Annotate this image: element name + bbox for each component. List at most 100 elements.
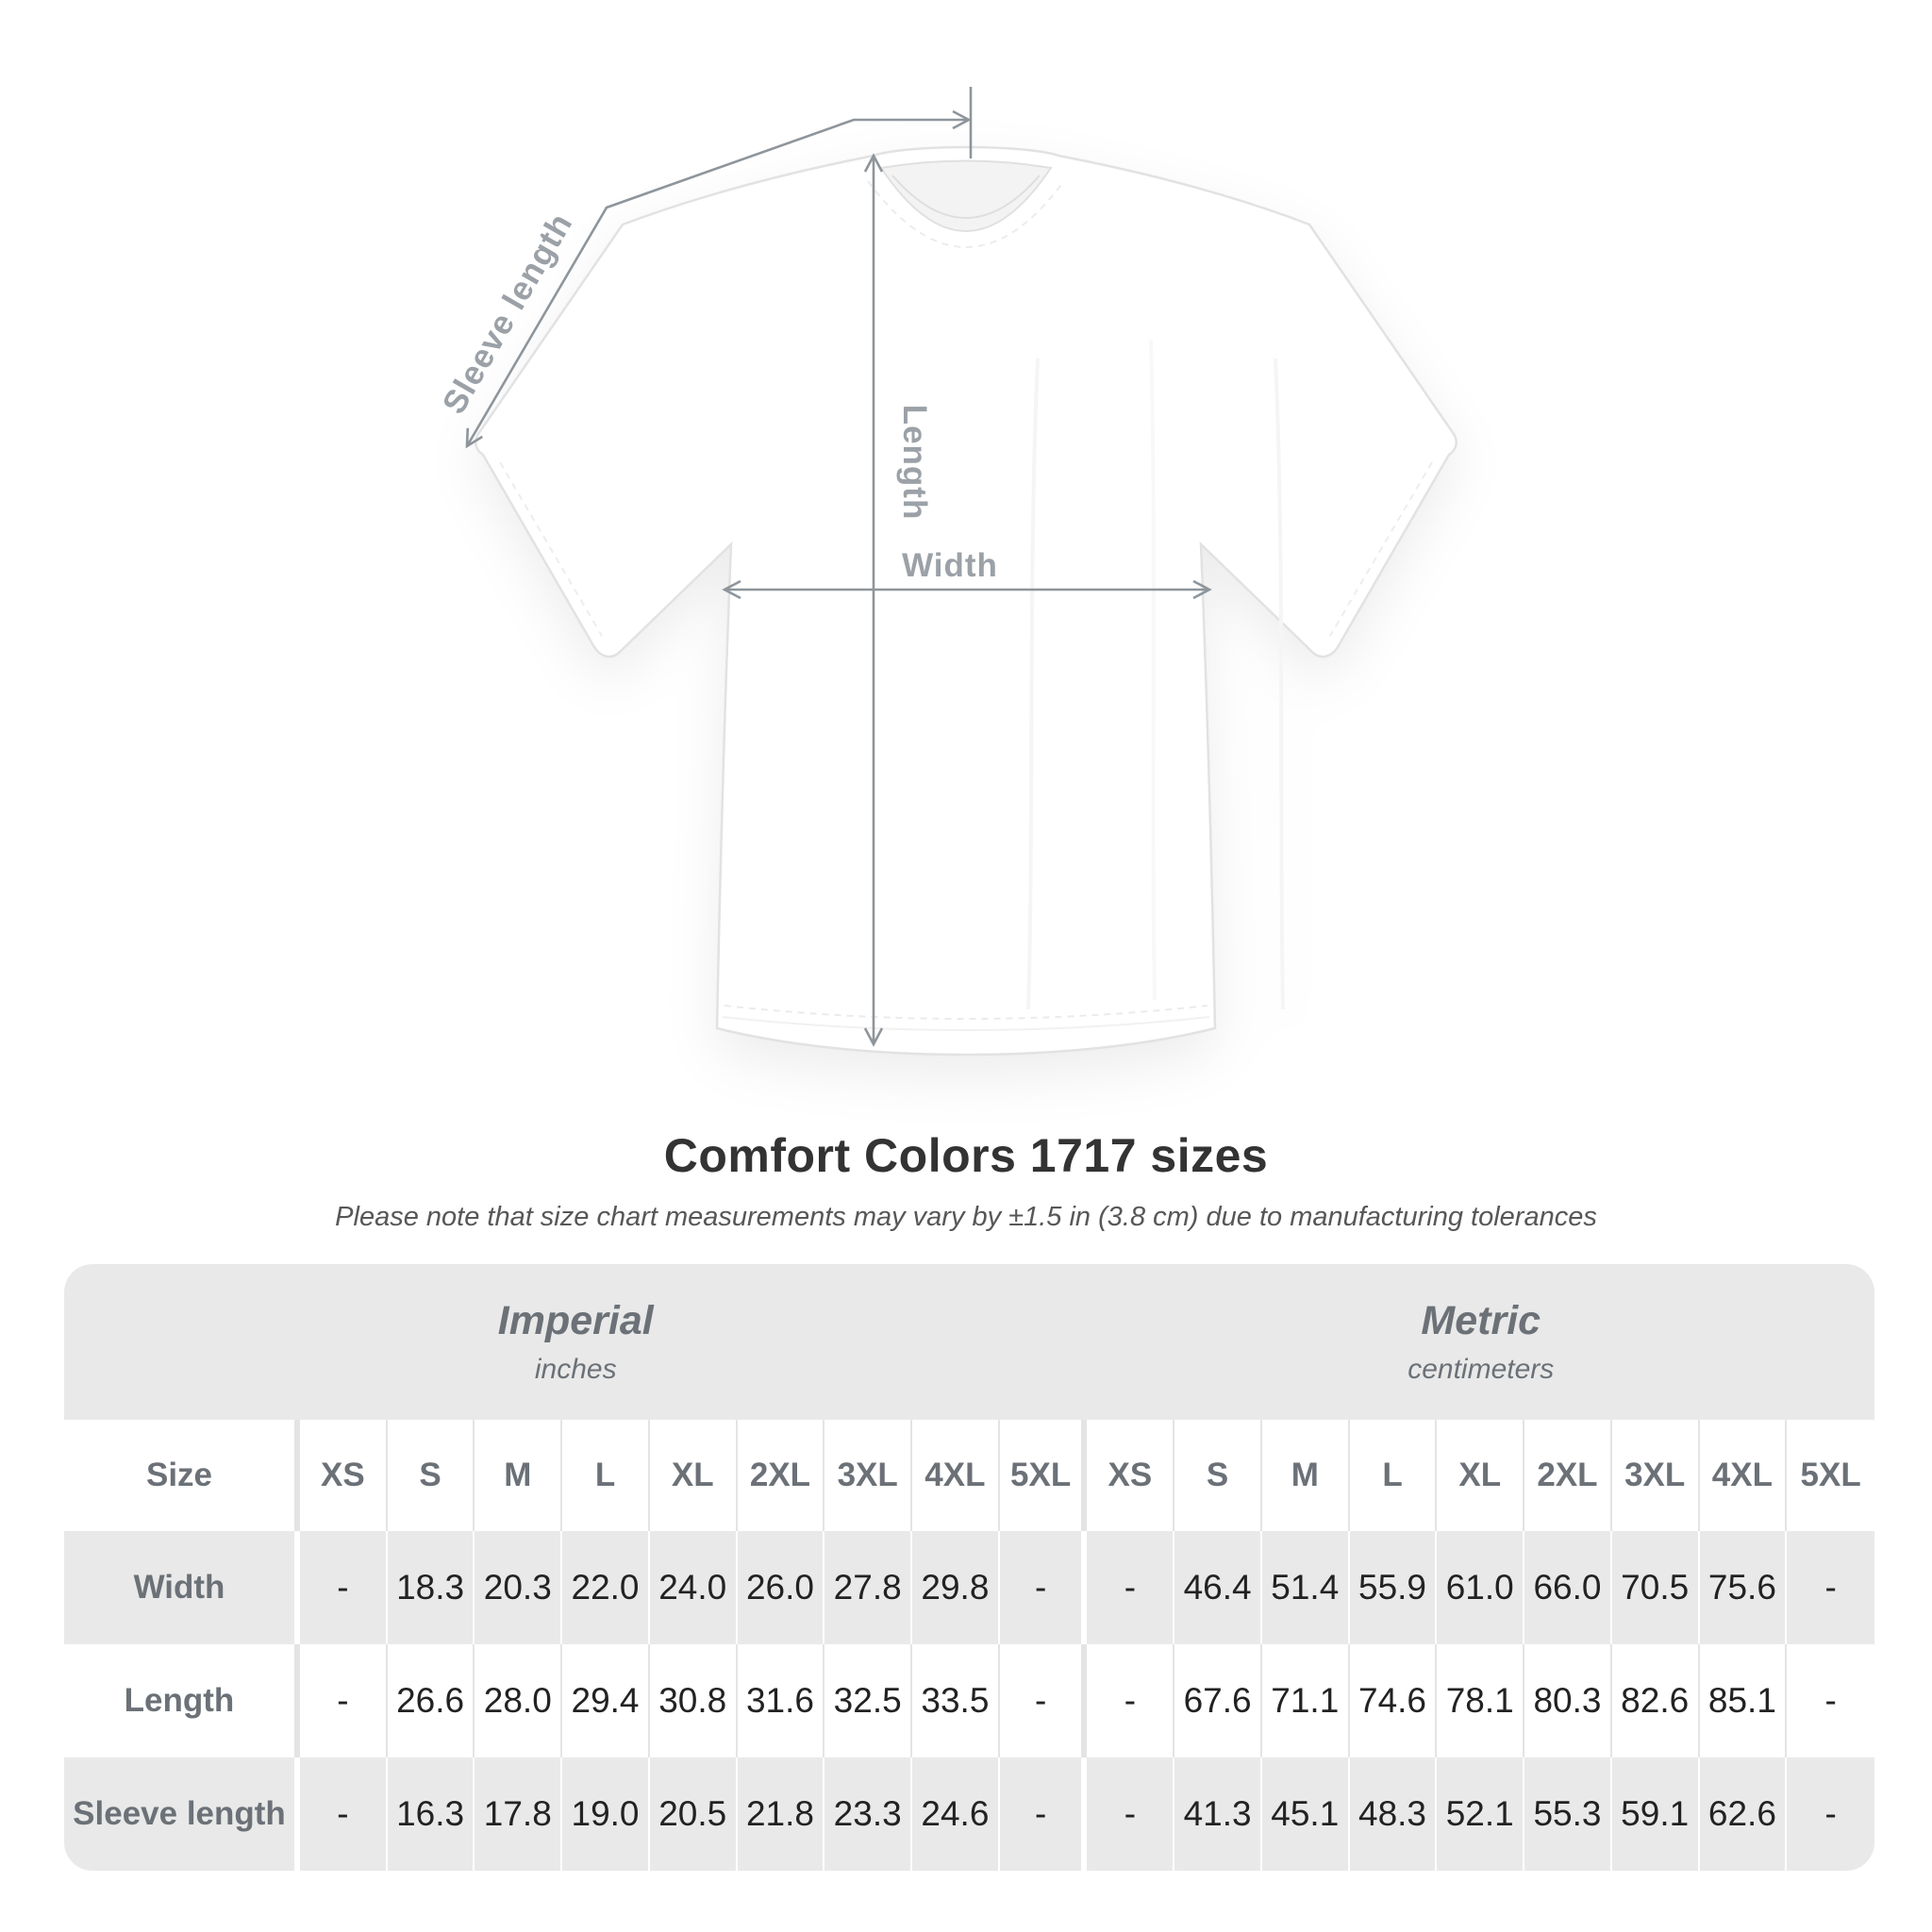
row-label: Sleeve length [64,1757,300,1871]
tshirt-hem-stitch [724,1005,1208,1020]
table-cell: 61.0 [1437,1531,1525,1644]
table-cell: 31.6 [738,1644,825,1757]
table-cell: 52.1 [1437,1757,1525,1871]
table-cell: 33.5 [912,1644,1000,1757]
imperial-group-name: Imperial [497,1298,654,1343]
size-col-header-imperial: L [562,1420,650,1531]
table-cell: 71.1 [1262,1644,1350,1757]
table-cell: 18.3 [388,1531,475,1644]
size-col-header-imperial: 2XL [738,1420,825,1531]
table-cell: 74.6 [1350,1644,1438,1757]
table-cell: 59.1 [1612,1757,1700,1871]
table-cell: 51.4 [1262,1531,1350,1644]
table-cell: - [1087,1757,1175,1871]
table-cell: 62.6 [1700,1757,1788,1871]
table-cell: 78.1 [1437,1644,1525,1757]
table-cell: - [1087,1644,1175,1757]
table-cell: - [1824,1794,1837,1833]
table-cell: - [1000,1531,1088,1644]
table-cell: 29.8 [912,1531,1000,1644]
width-label: Width [902,547,998,584]
table-cell: - [1000,1644,1088,1757]
size-col-header-metric: XL [1437,1420,1525,1531]
table-cell: 28.0 [475,1644,563,1757]
table-cell: 48.3 [1350,1757,1438,1871]
table-cell: 20.5 [650,1757,738,1871]
size-table: Imperial inches Metric centimeters Size … [64,1264,1874,1871]
table-cell: 55.9 [1350,1531,1438,1644]
size-col-header-metric: 4XL [1700,1420,1788,1531]
table-cell: - [1824,1681,1837,1720]
table-cell: - [1087,1531,1175,1644]
size-column-header: Size [64,1420,300,1531]
size-col-header-metric: XS [1087,1420,1175,1531]
row-label: Width [64,1531,300,1644]
table-cell: 26.0 [738,1531,825,1644]
table-row-length: Length - 26.6 28.0 29.4 30.8 31.6 32.5 3… [64,1644,1874,1757]
imperial-group-header: Imperial inches [64,1264,1088,1420]
tshirt-crease [1274,358,1285,1010]
table-row-sleeve-length: Sleeve length - 16.3 17.8 19.0 20.5 21.8… [64,1757,1874,1871]
size-col-header-imperial: XS [300,1420,388,1531]
table-cell: 29.4 [562,1644,650,1757]
tshirt-crease [1026,358,1040,1010]
table-cell: 66.0 [1524,1531,1612,1644]
size-tolerance-note: Please note that size chart measurements… [335,1202,1597,1232]
size-col-header-imperial: S [388,1420,475,1531]
size-col-header-metric: L [1350,1420,1438,1531]
table-cell: 27.8 [824,1531,913,1644]
tshirt-crease [1149,339,1157,1001]
table-cell: - [300,1644,388,1757]
table-cell: 30.8 [650,1644,738,1757]
table-cell: 46.4 [1174,1531,1262,1644]
tshirt-right-cuff-stitch [1329,461,1433,637]
table-cell: 21.8 [738,1757,825,1871]
table-cell: 17.8 [475,1757,563,1871]
size-col-header-metric: 2XL [1524,1420,1612,1531]
sleeve-length-arrow [465,109,972,449]
size-col-header-imperial: XL [650,1420,738,1531]
size-col-header-imperial: 4XL [912,1420,1000,1531]
tshirt-left-cuff-stitch [499,461,603,637]
tshirt-image [475,145,1457,1057]
table-cell: - [300,1531,388,1644]
tshirt-hem-stitch-2 [722,1016,1210,1031]
table-cell: 55.3 [1524,1757,1612,1871]
tshirt-diagram: Sleeve length Length Width [435,87,1457,1057]
metric-group-name: Metric [1421,1298,1541,1343]
table-cell: 41.3 [1174,1757,1262,1871]
size-col-header-metric: 5XL [1800,1457,1861,1493]
size-col-header-metric: M [1262,1420,1350,1531]
size-col-header-imperial: 3XL [824,1420,913,1531]
table-cell: - [1824,1568,1837,1607]
imperial-group-unit: inches [534,1354,617,1385]
table-cell: 24.6 [912,1757,1000,1871]
row-label: Length [64,1644,300,1757]
table-cell: 85.1 [1700,1644,1788,1757]
tshirt-body [475,145,1457,1057]
table-cell: 82.6 [1612,1644,1700,1757]
table-cell: 22.0 [562,1531,650,1644]
page-title: Comfort Colors 1717 sizes [663,1129,1269,1182]
length-label: Length [896,405,933,521]
metric-group-unit: centimeters [1407,1354,1555,1385]
table-cell: - [300,1757,388,1871]
table-cell: 23.3 [824,1757,913,1871]
table-cell: 67.6 [1174,1644,1262,1757]
unit-group-row: Imperial inches Metric centimeters [64,1264,1874,1420]
table-row-width: Width - 18.3 20.3 22.0 24.0 26.0 27.8 29… [64,1531,1874,1644]
table-cell: 80.3 [1524,1644,1612,1757]
table-cell: 70.5 [1612,1531,1700,1644]
size-col-header-imperial: 5XL [1000,1420,1088,1531]
table-cell: 19.0 [562,1757,650,1871]
table-cell: - [1000,1757,1088,1871]
table-cell: 75.6 [1700,1531,1788,1644]
metric-group-header: Metric centimeters [1088,1264,1875,1420]
table-cell: 20.3 [475,1531,563,1644]
table-cell: 24.0 [650,1531,738,1644]
size-col-header-metric: S [1174,1420,1262,1531]
size-header-row: Size XS S M L XL 2XL 3XL 4XL 5XL XS S M … [64,1420,1874,1531]
table-cell: 45.1 [1262,1757,1350,1871]
table-cell: 32.5 [824,1644,913,1757]
